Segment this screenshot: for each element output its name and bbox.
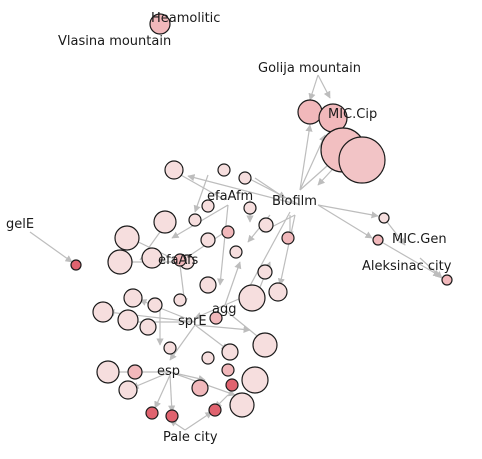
node: [268, 282, 288, 302]
label-mic-cip: MIC.Cip: [328, 107, 377, 122]
node: [188, 213, 202, 227]
nodes-layer: [70, 13, 453, 423]
node: [201, 351, 215, 365]
node: [225, 378, 239, 392]
node: [297, 99, 323, 125]
node: [257, 264, 273, 280]
node: [200, 232, 216, 248]
node: [258, 217, 274, 233]
node: [208, 403, 222, 417]
label-golija-mountain: Golija mountain: [258, 61, 361, 76]
label-spre: sprE: [178, 314, 207, 329]
label-vlasina-mountain: Vlasina mountain: [58, 34, 171, 49]
node: [149, 13, 171, 35]
node: [229, 392, 255, 418]
node: [123, 288, 143, 308]
node: [165, 409, 179, 423]
edges-layer: [29, 20, 443, 431]
label-efaafs: efaAfs: [158, 253, 199, 268]
node: [281, 231, 295, 245]
node: [372, 234, 384, 246]
node: [221, 225, 235, 239]
label-pale-city: Pale city: [163, 430, 218, 445]
node: [221, 363, 235, 377]
node: [114, 225, 140, 251]
node: [238, 171, 252, 185]
node: [163, 341, 177, 355]
node: [164, 160, 184, 180]
node: [229, 245, 243, 259]
label-mic-gen: MIC.Gen: [392, 232, 447, 247]
node: [241, 366, 269, 394]
node: [243, 201, 257, 215]
node: [70, 259, 82, 271]
node: [441, 274, 453, 286]
node: [145, 406, 159, 420]
node: [118, 380, 138, 400]
node: [117, 309, 139, 331]
node: [153, 210, 177, 234]
node: [92, 301, 114, 323]
node: [209, 311, 223, 325]
node: [107, 249, 133, 275]
node: [173, 253, 187, 267]
label-aleksinac-city: Aleksinac city: [362, 259, 452, 274]
node: [338, 136, 386, 184]
label-heamolitic: Heamolitic: [151, 11, 220, 26]
label-gele: gelE: [6, 217, 34, 232]
node: [191, 379, 209, 397]
node: [221, 343, 239, 361]
node: [141, 247, 163, 269]
node: [139, 318, 157, 336]
node: [217, 163, 231, 177]
node: [238, 284, 266, 312]
label-esp: esp: [157, 364, 180, 379]
node: [127, 364, 143, 380]
label-biofilm: Biofilm: [272, 194, 317, 209]
node: [201, 199, 215, 213]
node: [173, 293, 187, 307]
label-efaafm: efaAfm: [207, 189, 253, 204]
labels-layer: Heamolitic Vlasina mountain Golija mount…: [6, 11, 452, 445]
node: [199, 276, 217, 294]
node: [252, 332, 278, 358]
node: [147, 297, 163, 313]
label-agg: agg: [212, 302, 236, 317]
node: [378, 212, 390, 224]
node: [96, 360, 120, 384]
